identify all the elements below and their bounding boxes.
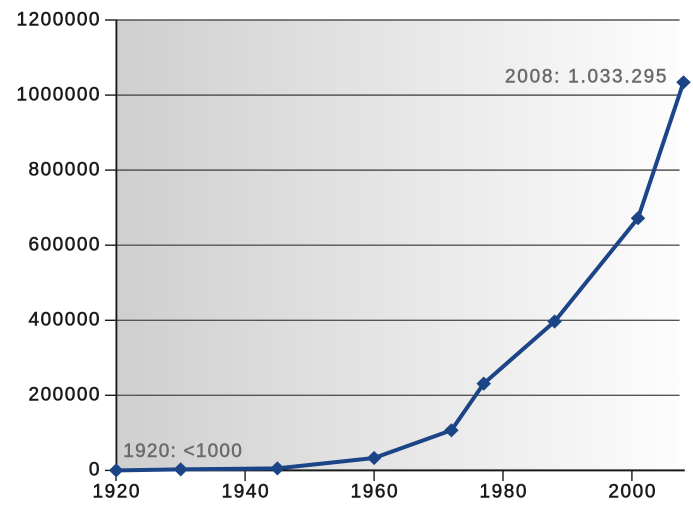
svg-text:2000: 2000	[608, 481, 655, 502]
svg-text:1200000: 1200000	[17, 9, 100, 30]
svg-text:0: 0	[89, 459, 100, 480]
svg-text:200000: 200000	[29, 385, 100, 406]
svg-text:600000: 600000	[29, 235, 100, 256]
svg-text:400000: 400000	[29, 310, 100, 331]
svg-text:1000000: 1000000	[17, 85, 100, 106]
svg-text:1980: 1980	[480, 481, 527, 502]
svg-text:1920: 1920	[93, 481, 140, 502]
svg-text:1960: 1960	[351, 481, 398, 502]
svg-text:1940: 1940	[222, 481, 269, 502]
svg-text:1920: <1000: 1920: <1000	[123, 441, 242, 462]
svg-text:800000: 800000	[29, 160, 100, 181]
